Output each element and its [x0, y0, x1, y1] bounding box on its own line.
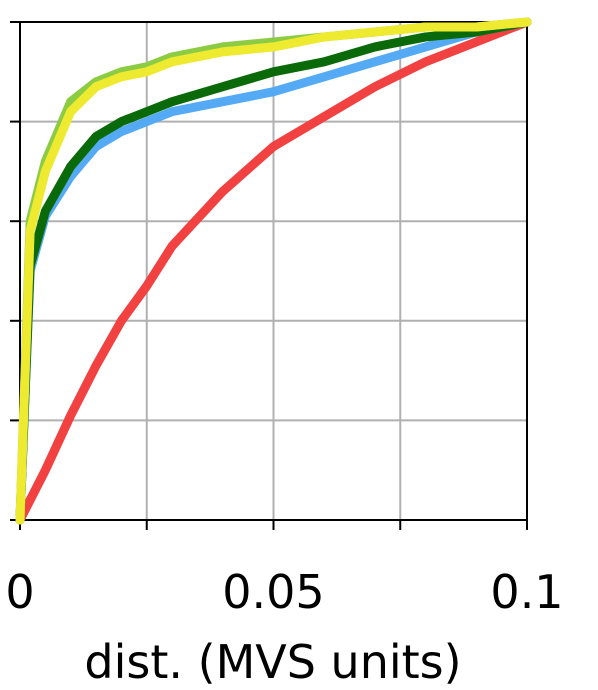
x-tick-label: 0.05 — [222, 565, 324, 619]
series-line — [15, 17, 532, 525]
series-line — [15, 17, 532, 525]
x-axis-label: dist. (MVS units) — [84, 635, 461, 689]
x-tick-label: 0 — [5, 565, 34, 619]
x-tick-label: 0.1 — [490, 565, 563, 619]
series-line — [15, 17, 532, 525]
plot-frame — [19, 21, 528, 521]
